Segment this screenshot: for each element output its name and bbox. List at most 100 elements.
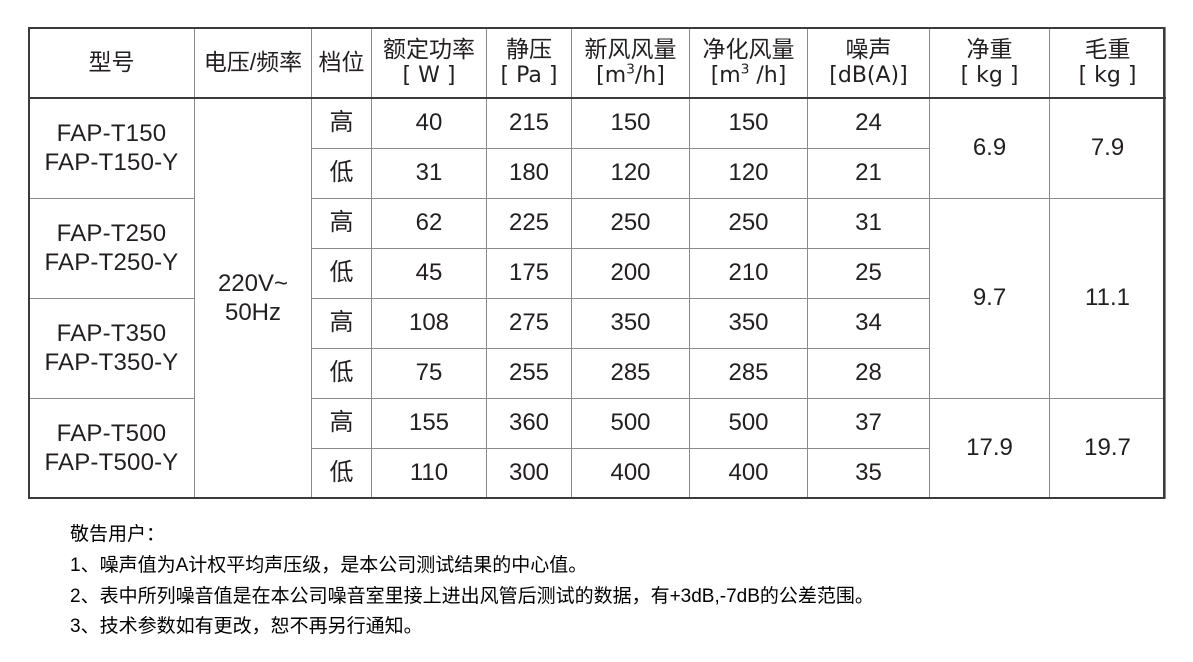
header-cell-fresh-air-volume: 新风风量 [m3/h] bbox=[571, 27, 690, 99]
gross-weight-cell: 11.1 bbox=[1049, 198, 1166, 399]
header-cell-net-weight: 净重 [ kg ] bbox=[929, 27, 1050, 99]
rated-power-cell: 40 bbox=[371, 97, 487, 149]
header-cell-noise: 噪声 [dB(A)] bbox=[807, 27, 930, 99]
header-cell-purified-air-volume: 净化风量 [m3 /h] bbox=[689, 27, 808, 99]
header-unit-net-weight: [ kg ] bbox=[960, 63, 1019, 89]
gear-cell: 高 bbox=[311, 198, 372, 249]
purified-air-volume-cell: 120 bbox=[689, 148, 808, 199]
fresh-air-volume-cell: 400 bbox=[571, 448, 690, 499]
purified-air-volume-cell: 500 bbox=[689, 398, 808, 449]
rated-power-cell: 108 bbox=[371, 298, 487, 349]
static-pressure-cell: 300 bbox=[486, 448, 572, 499]
purified-air-volume-cell: 350 bbox=[689, 298, 808, 349]
header-cell-voltage-frequency: 电压/频率 bbox=[194, 27, 312, 99]
header-unit-noise: [dB(A)] bbox=[829, 63, 908, 89]
header-label-fresh-air-volume: 新风风量 bbox=[584, 35, 677, 62]
noise-cell: 37 bbox=[807, 398, 930, 449]
gross-weight-cell: 7.9 bbox=[1049, 97, 1166, 199]
gear-cell: 低 bbox=[311, 348, 372, 399]
noise-cell: 25 bbox=[807, 248, 930, 299]
gear-cell: 低 bbox=[311, 248, 372, 299]
gear-cell: 高 bbox=[311, 97, 372, 149]
header-label-voltage-frequency: 电压/频率 bbox=[203, 48, 303, 75]
table-row: FAP-T250 FAP-T250-Y 高 62 225 250 250 31 … bbox=[28, 198, 1166, 399]
header-unit-purified-air-volume: [m3 /h] bbox=[710, 61, 787, 89]
header-unit-static-pressure: [ Pa ] bbox=[500, 63, 558, 89]
rated-power-cell: 75 bbox=[371, 348, 487, 399]
header-cell-static-pressure: 静压 [ Pa ] bbox=[486, 27, 572, 99]
table-body: FAP-T150 FAP-T150-Y 220V~ 50Hz 高 40 215 … bbox=[28, 97, 1166, 499]
gross-weight-cell: 19.7 bbox=[1049, 398, 1166, 499]
gear-cell: 高 bbox=[311, 398, 372, 449]
frequency-value: 50Hz bbox=[224, 298, 282, 326]
noise-cell: 35 bbox=[807, 448, 930, 499]
net-weight-cell: 9.7 bbox=[929, 198, 1050, 399]
table-row: 低 110 300 400 400 35 bbox=[29, 448, 1166, 499]
noise-cell: 28 bbox=[807, 348, 930, 399]
model-cell-t500: FAP-T500 FAP-T500-Y bbox=[28, 398, 195, 499]
model-name-primary: FAP-T500 bbox=[56, 420, 167, 448]
fresh-air-volume-cell: 500 bbox=[571, 398, 690, 449]
purified-air-volume-cell: 250 bbox=[689, 198, 808, 249]
user-notice-block: 敬告用户： 1、噪声值为A计权平均声压级，是本公司测试结果的中心值。 2、表中所… bbox=[70, 520, 1130, 643]
header-label-purified-air-volume: 净化风量 bbox=[702, 35, 795, 62]
model-cell-t250: FAP-T250 FAP-T250-Y bbox=[28, 198, 195, 299]
table-row: FAP-T500 FAP-T500-Y 高 155 360 500 500 37… bbox=[28, 398, 1166, 499]
table-header-row: 型号 电压/频率 档位 额定功率 [ W ] 静压 [ Pa ] bbox=[28, 27, 1166, 99]
table-row: 低 45 175 200 210 25 bbox=[29, 248, 1166, 299]
notice-title: 敬告用户： bbox=[70, 524, 166, 545]
header-label-rated-power: 额定功率 bbox=[383, 35, 475, 62]
rated-power-cell: 110 bbox=[371, 448, 487, 499]
header-label-net-weight: 净重 bbox=[966, 35, 1013, 62]
voltage-frequency-cell: 220V~ 50Hz bbox=[194, 97, 312, 499]
noise-cell: 24 bbox=[807, 97, 930, 149]
static-pressure-cell: 255 bbox=[486, 348, 572, 399]
fresh-air-volume-cell: 120 bbox=[571, 148, 690, 199]
header-unit-gross-weight: [ kg ] bbox=[1078, 63, 1137, 89]
purified-air-volume-cell: 210 bbox=[689, 248, 808, 299]
fresh-air-volume-cell: 350 bbox=[571, 298, 690, 349]
header-cell-gross-weight: 毛重 [ kg ] bbox=[1049, 27, 1166, 99]
net-weight-cell: 17.9 bbox=[929, 398, 1050, 499]
net-weight-cell: 6.9 bbox=[929, 97, 1050, 199]
model-name-primary: FAP-T250 bbox=[56, 220, 167, 248]
fresh-air-volume-cell: 285 bbox=[571, 348, 690, 399]
static-pressure-cell: 215 bbox=[486, 97, 572, 149]
header-label-noise: 噪声 bbox=[845, 35, 892, 62]
notice-item-2: 2、表中所列噪音值是在本公司噪音室里接上进出风管后测试的数据，有+3dB,-7d… bbox=[70, 585, 874, 607]
notice-item-3: 3、技术参数如有更改，恕不再另行通知。 bbox=[70, 616, 423, 638]
gear-cell: 高 bbox=[311, 298, 372, 349]
model-name-variant: FAP-T500-Y bbox=[44, 448, 179, 476]
rated-power-cell: 31 bbox=[371, 148, 487, 199]
header-label-gross-weight: 毛重 bbox=[1084, 35, 1131, 62]
model-name-primary: FAP-T350 bbox=[56, 320, 167, 348]
header-cell-model: 型号 bbox=[28, 27, 195, 99]
noise-cell: 31 bbox=[807, 198, 930, 249]
model-name-primary: FAP-T150 bbox=[56, 120, 167, 148]
noise-cell: 34 bbox=[807, 298, 930, 349]
purified-air-volume-cell: 285 bbox=[689, 348, 808, 399]
table-row: 低 75 255 285 285 28 bbox=[29, 348, 1166, 399]
purified-air-volume-cell: 400 bbox=[689, 448, 808, 499]
purified-air-volume-cell: 150 bbox=[689, 97, 808, 149]
model-cell-t150: FAP-T150 FAP-T150-Y bbox=[28, 97, 195, 199]
model-cell-t350: FAP-T350 FAP-T350-Y bbox=[28, 298, 195, 399]
table-row: FAP-T150 FAP-T150-Y 220V~ 50Hz 高 40 215 … bbox=[28, 97, 1166, 499]
notice-item-1: 1、噪声值为A计权平均声压级，是本公司测试结果的中心值。 bbox=[70, 554, 588, 576]
header-cell-rated-power: 额定功率 [ W ] bbox=[371, 27, 487, 99]
static-pressure-cell: 275 bbox=[486, 298, 572, 349]
rated-power-cell: 45 bbox=[371, 248, 487, 299]
rated-power-cell: 62 bbox=[371, 198, 487, 249]
model-name-variant: FAP-T150-Y bbox=[44, 148, 179, 176]
specification-table-container: 型号 电压/频率 档位 额定功率 [ W ] 静压 [ Pa ] bbox=[28, 27, 1166, 499]
header-label-static-pressure: 静压 bbox=[506, 35, 552, 62]
header-unit-rated-power: [ W ] bbox=[402, 63, 456, 89]
static-pressure-cell: 360 bbox=[486, 398, 572, 449]
header-unit-fresh-air-volume: [m3/h] bbox=[596, 61, 665, 89]
gear-cell: 低 bbox=[311, 148, 372, 199]
static-pressure-cell: 225 bbox=[486, 198, 572, 249]
model-name-variant: FAP-T250-Y bbox=[44, 248, 179, 276]
specification-table: 型号 电压/频率 档位 额定功率 [ W ] 静压 [ Pa ] bbox=[28, 27, 1166, 499]
static-pressure-cell: 180 bbox=[486, 148, 572, 199]
